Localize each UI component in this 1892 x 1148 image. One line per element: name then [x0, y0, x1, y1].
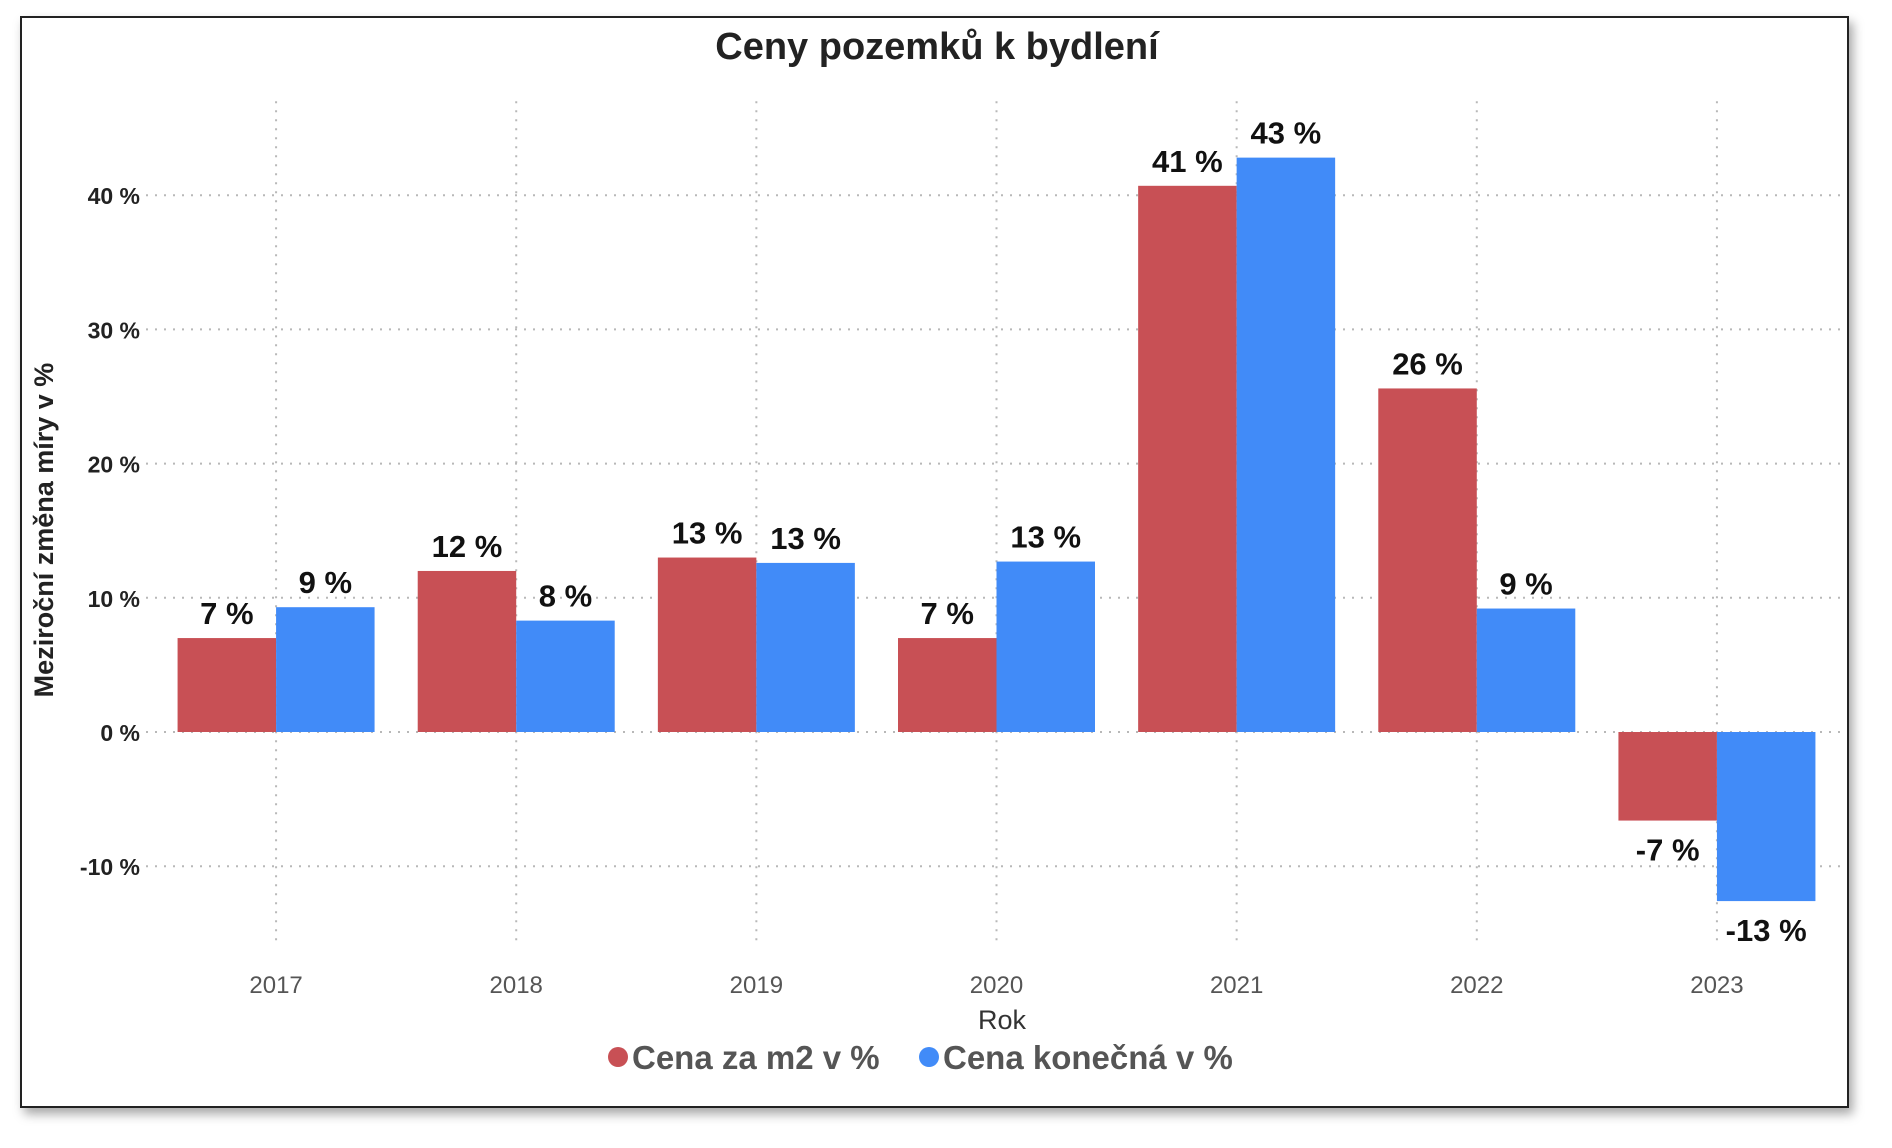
data-label: 26 %	[1392, 346, 1463, 381]
x-tick-label: 2018	[490, 972, 543, 999]
bar-cena-za-m2-2022	[1378, 388, 1477, 732]
bar-cena-za-m2-2018	[417, 570, 517, 732]
x-tick-label: 2023	[1690, 972, 1743, 999]
bar-cena-konecna-2018	[516, 620, 615, 732]
y-tick-label: -10 %	[80, 854, 140, 880]
chart-frame: Ceny pozemků k bydlení 7 % 12 % 13 % 7 % 41 …	[20, 16, 1849, 1108]
data-label: 8 %	[539, 579, 592, 614]
axis-layer: -10 % 0 % 10 % 20 % 30 % 40 % 2017 2018 2019 2020…	[80, 183, 1744, 999]
bar-cena-za-m2-2023	[1618, 732, 1717, 821]
bar-layer	[177, 157, 1816, 902]
data-label: 13 %	[672, 516, 743, 551]
bar-cena-za-m2-2017	[177, 638, 277, 732]
legend-label: Cena za m2 v %	[632, 1039, 880, 1076]
y-tick-label: 30 %	[88, 317, 140, 343]
bar-cena-konecna-2020	[996, 561, 1095, 732]
bar-cena-konecna-2022	[1476, 608, 1576, 732]
bar-cena-za-m2-2021	[1138, 185, 1237, 732]
x-tick-label: 2017	[249, 972, 302, 999]
legend-marker	[919, 1047, 939, 1067]
bar-cena-konecna-2023	[1716, 732, 1816, 902]
x-tick-label: 2022	[1450, 972, 1503, 999]
data-label: 9 %	[1499, 567, 1552, 602]
y-axis-title: Meziroční změna míry v %	[29, 363, 59, 698]
chart-title: Ceny pozemků k bydlení	[715, 26, 1160, 68]
legend: Cena za m2 v % Cena konečná v %	[608, 1039, 1233, 1076]
data-label: 13 %	[770, 521, 841, 556]
x-axis-title: Rok	[978, 1005, 1027, 1035]
x-tick-label: 2021	[1210, 972, 1263, 999]
label-layer: 7 % 12 % 13 % 7 % 41 % 26 % -7 % 9 % 8 % 13 % 13 %…	[200, 116, 1807, 948]
x-tick-label: 2019	[730, 972, 783, 999]
bar-cena-za-m2-2020	[898, 638, 997, 732]
bar-cena-konecna-2019	[756, 562, 855, 732]
bar-cena-za-m2-2019	[657, 557, 757, 732]
x-tick-label: 2020	[970, 972, 1023, 999]
data-label: 43 %	[1251, 116, 1322, 151]
data-label: 7 %	[921, 596, 974, 631]
bar-cena-konecna-2017	[276, 607, 375, 732]
data-label: 12 %	[432, 529, 503, 564]
chart-svg: Ceny pozemků k bydlení 7 % 12 % 13 % 7 % 41 …	[29, 26, 1847, 1076]
legend-label: Cena konečná v %	[943, 1039, 1233, 1076]
data-label: 9 %	[299, 565, 352, 600]
data-label: -13 %	[1726, 913, 1807, 948]
bar-cena-konecna-2021	[1236, 157, 1336, 732]
data-label: 41 %	[1152, 144, 1223, 179]
y-tick-label: 0 %	[100, 720, 140, 746]
legend-marker	[608, 1047, 628, 1067]
data-label: 13 %	[1010, 520, 1081, 555]
y-tick-label: 20 %	[88, 452, 140, 478]
data-label: -7 %	[1636, 833, 1700, 868]
y-tick-label: 40 %	[88, 183, 140, 209]
data-label: 7 %	[200, 596, 253, 631]
grid-layer	[146, 101, 1847, 947]
y-tick-label: 10 %	[88, 586, 140, 612]
